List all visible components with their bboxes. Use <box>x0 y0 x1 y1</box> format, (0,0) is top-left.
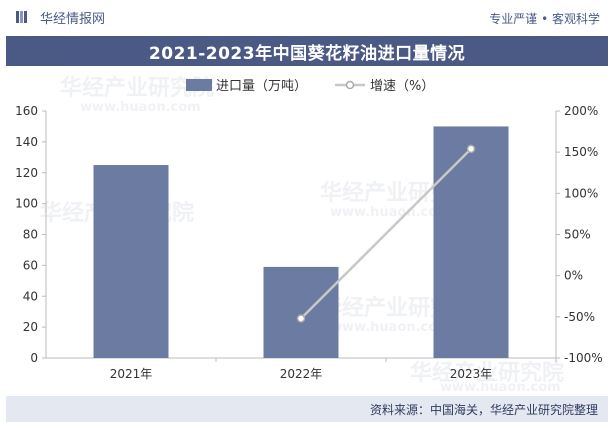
legend-bar-label: 进口量（万吨） <box>216 79 307 94</box>
x-tick-label: 2023年 <box>450 367 493 381</box>
y-left-tick-label: 80 <box>23 228 38 242</box>
y-left-tick-label: 20 <box>23 320 38 334</box>
growth-point <box>296 314 306 323</box>
slogan: 专业严谨 • 客观科学 <box>489 12 600 26</box>
y-left-tick-label: 40 <box>23 289 38 303</box>
y-right-tick-label: 200% <box>564 104 598 118</box>
legend-line-marker <box>345 80 355 90</box>
y-right-tick-label: -50% <box>564 310 595 324</box>
bar <box>263 266 339 358</box>
y-right-tick-label: 0% <box>564 269 583 283</box>
y-right-tick-label: -100% <box>564 351 603 365</box>
chart-area: 0 20 40 60 80 100 120 140 160 -100% -50% 0% 50% 100% 1… <box>15 79 603 381</box>
book-logo-icon <box>16 11 27 23</box>
growth-point <box>466 144 476 154</box>
header-bar: 华经情报网 专业严谨 • 客观科学 <box>0 0 614 34</box>
y-left-tick-label: 100 <box>15 197 38 211</box>
y-right-tick-label: 100% <box>564 186 598 200</box>
bar <box>433 126 509 358</box>
y-left-tick-label: 0 <box>30 351 38 365</box>
y-left-tick-label: 140 <box>15 135 38 149</box>
y-left-tick-label: 160 <box>15 104 38 118</box>
x-tick-label: 2022年 <box>280 367 323 381</box>
y-right-tick-label: 50% <box>564 228 591 242</box>
title-bar: 2021-2023年中国葵花籽油进口量情况 <box>6 36 608 66</box>
y-left-tick-label: 120 <box>15 166 38 180</box>
x-tick-label: 2021年 <box>110 367 153 381</box>
source-note: 资料来源：中国海关，华经产业研究院整理 <box>369 403 598 417</box>
legend-bar-swatch <box>186 79 212 91</box>
legend-line-label: 增速（%） <box>370 79 434 94</box>
chart-title: 2021-2023年中国葵花籽油进口量情况 <box>148 43 466 64</box>
bar <box>93 165 169 358</box>
brand: 华经情报网 <box>16 8 106 27</box>
y-left-tick-label: 60 <box>23 258 38 272</box>
y-right-tick-label: 150% <box>564 145 598 159</box>
growth-line <box>300 147 472 320</box>
footer-bar: 资料来源：中国海关，华经产业研究院整理 <box>6 396 608 422</box>
brand-name: 华经情报网 <box>40 11 106 27</box>
